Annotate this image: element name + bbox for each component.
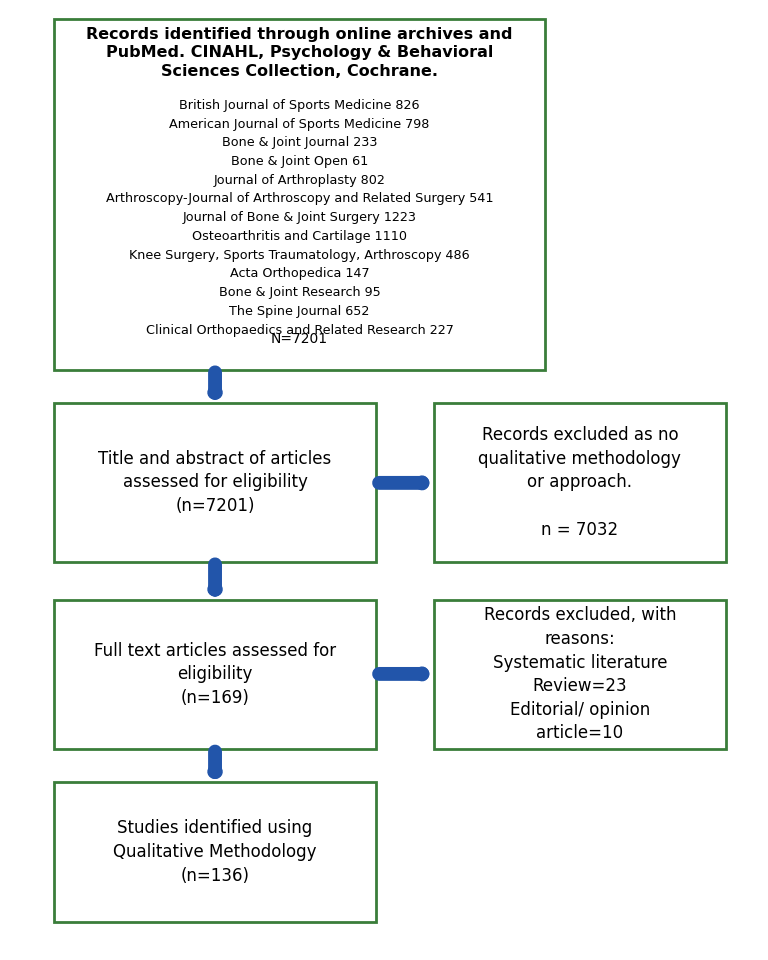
Text: Records excluded as no
qualitative methodology
or approach.

n = 7032: Records excluded as no qualitative metho…: [478, 426, 681, 539]
Text: The Spine Journal 652: The Spine Journal 652: [230, 305, 369, 318]
Text: Title and abstract of articles
assessed for eligibility
(n=7201): Title and abstract of articles assessed …: [98, 450, 332, 515]
Text: Knee Surgery, Sports Traumatology, Arthroscopy 486: Knee Surgery, Sports Traumatology, Arthr…: [129, 249, 470, 262]
Bar: [54, 403, 376, 562]
Text: Bone & Joint Journal 233: Bone & Joint Journal 233: [222, 136, 377, 150]
Text: Bone & Joint Open 61: Bone & Joint Open 61: [231, 155, 368, 168]
Text: Records excluded, with
reasons:
Systematic literature
Review=23
Editorial/ opini: Records excluded, with reasons: Systemat…: [484, 607, 676, 742]
Bar: [54, 600, 376, 749]
Text: Records identified through online archives and
PubMed. CINAHL, Psychology & Beha: Records identified through online archiv…: [86, 27, 513, 79]
Bar: [434, 403, 726, 562]
Text: Studies identified using
Qualitative Methodology
(n=136): Studies identified using Qualitative Met…: [114, 820, 316, 884]
Bar: [54, 19, 545, 370]
Bar: [434, 600, 726, 749]
Text: Clinical Orthopaedics and Related Research 227: Clinical Orthopaedics and Related Resear…: [146, 324, 453, 337]
Text: Full text articles assessed for
eligibility
(n=169): Full text articles assessed for eligibil…: [94, 642, 336, 707]
Text: N=7201: N=7201: [271, 331, 328, 346]
Text: American Journal of Sports Medicine 798: American Journal of Sports Medicine 798: [169, 117, 430, 131]
Bar: [54, 782, 376, 922]
Text: Arthroscopy-Journal of Arthroscopy and Related Surgery 541: Arthroscopy-Journal of Arthroscopy and R…: [106, 192, 493, 205]
Text: Acta Orthopedica 147: Acta Orthopedica 147: [230, 267, 369, 280]
Text: British Journal of Sports Medicine 826: British Journal of Sports Medicine 826: [179, 99, 420, 112]
Text: Journal of Bone & Joint Surgery 1223: Journal of Bone & Joint Surgery 1223: [183, 211, 416, 225]
Text: Osteoarthritis and Cartilage 1110: Osteoarthritis and Cartilage 1110: [192, 230, 407, 243]
Text: Journal of Arthroplasty 802: Journal of Arthroplasty 802: [214, 174, 386, 187]
Text: Bone & Joint Research 95: Bone & Joint Research 95: [219, 286, 380, 300]
